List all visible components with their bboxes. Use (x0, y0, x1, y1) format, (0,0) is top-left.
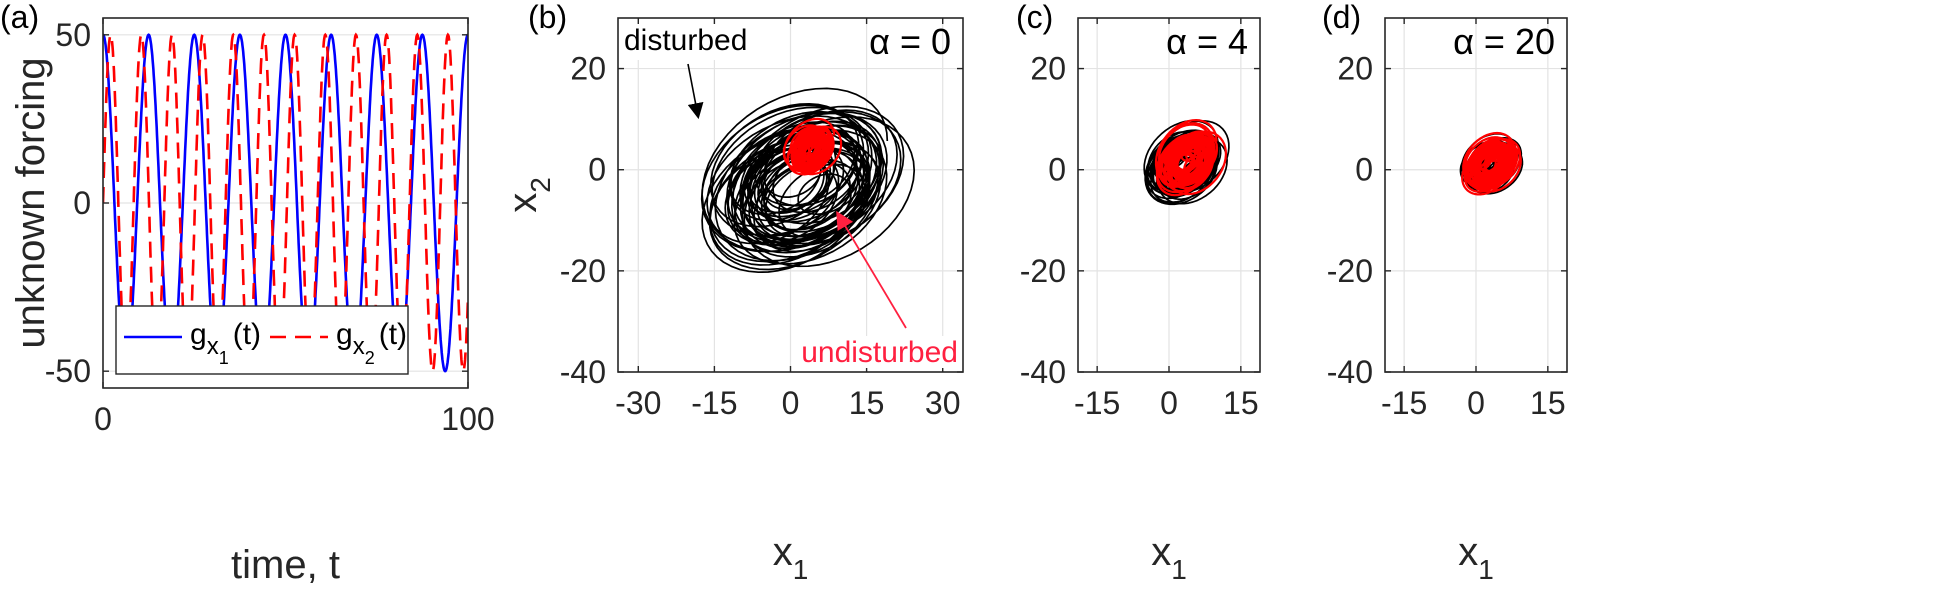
panel-label: (a) (0, 0, 39, 35)
alpha-label: α = 20 (1453, 21, 1555, 62)
trajectory-undisturbed (1154, 119, 1227, 197)
x-tick-label: 0 (1160, 385, 1178, 421)
plot-frame (1384, 17, 1568, 373)
panel-label: (d) (1322, 0, 1361, 35)
y-tick-label: 0 (1048, 152, 1066, 188)
alpha-label: α = 0 (869, 21, 951, 62)
x-axis-label: time, t (231, 543, 340, 587)
y-tick-label: 20 (570, 51, 606, 87)
x-tick-label: -30 (615, 385, 661, 421)
panel-label: (b) (528, 0, 567, 35)
y-tick-label: -50 (45, 353, 91, 389)
y-tick-label: 20 (1337, 51, 1373, 87)
panel-b: -30 -15 0 15 30 20 0 -20 -40 α = 0 x1 (b) x2 disturbe… (501, 0, 964, 585)
legend: gx1(t) gx2(t) (115, 305, 409, 375)
panel-label: (c) (1016, 0, 1053, 35)
y-tick-label: -20 (1327, 253, 1373, 289)
x-tick-label: 0 (1467, 385, 1485, 421)
y-tick-label: -40 (1020, 354, 1066, 390)
panel-d: -15 0 15 20 0 -20 -40 α = 20 x1 (d) (1322, 0, 1568, 585)
y-tick-label: 0 (588, 152, 606, 188)
x-axis-label: x1 (1458, 530, 1494, 585)
y-tick-label: 0 (73, 185, 91, 221)
y-tick-label: 50 (55, 17, 91, 53)
x-axis-label: x1 (1151, 530, 1187, 585)
x-tick-label: -15 (1074, 385, 1120, 421)
y-axis-label: x2 (501, 177, 556, 213)
y-axis-label: unknown forcing (9, 57, 53, 348)
y-tick-label: -20 (560, 253, 606, 289)
y-tick-label: -20 (1020, 253, 1066, 289)
panel-c: -15 0 15 20 0 -20 -40 α = 4 x1 (c) (1016, 0, 1261, 585)
y-tick-label: -40 (1327, 354, 1373, 390)
x-tick-label: 15 (1530, 385, 1566, 421)
legend-label-1: gx1(t) (190, 318, 261, 368)
legend-box (115, 305, 409, 375)
y-tick-label: -40 (560, 354, 606, 390)
annotation-bg (808, 336, 960, 368)
y-tick-label: 20 (1030, 51, 1066, 87)
x-tick-label: -15 (691, 385, 737, 421)
y-tick-label: 0 (1355, 152, 1373, 188)
x-tick-label: 15 (1223, 385, 1259, 421)
x-tick-label: 30 (925, 385, 961, 421)
plot-frame (617, 17, 964, 373)
series-line-2 (103, 32, 468, 374)
annotation-arrow-disturbed (687, 63, 704, 120)
x-tick-label: 15 (849, 385, 885, 421)
x-tick-label: -15 (1381, 385, 1427, 421)
x-tick-label: 0 (782, 385, 800, 421)
x-tick-label: 100 (441, 401, 494, 437)
annotation-arrow-undisturbed (836, 210, 907, 329)
x-tick-label: 0 (94, 401, 112, 437)
alpha-label: α = 4 (1166, 21, 1248, 62)
trajectory-undisturbed (1461, 131, 1522, 196)
plot-frame (1077, 17, 1261, 373)
plot-frame (102, 17, 469, 389)
annotation-disturbed: disturbed (624, 24, 747, 57)
trajectory-undisturbed (782, 117, 843, 176)
trajectory-disturbed (700, 87, 916, 274)
annotation-bg (620, 24, 746, 60)
legend-label-2: gx2(t) (336, 318, 407, 368)
annotation-undisturbed: undisturbed (801, 336, 958, 369)
x-axis-label: x1 (773, 530, 809, 585)
